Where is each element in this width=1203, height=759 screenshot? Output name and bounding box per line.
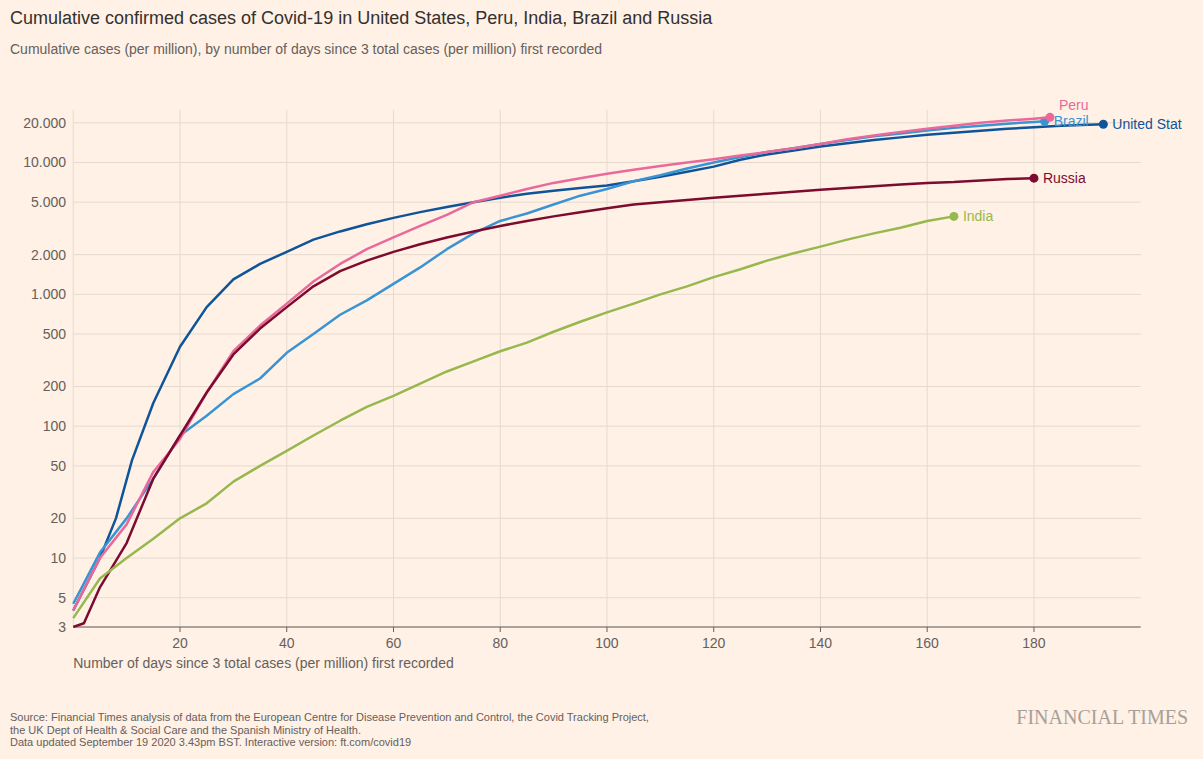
series-label: India <box>963 208 994 224</box>
end-dot <box>1099 120 1108 129</box>
x-grid-line <box>1033 110 1034 627</box>
y-tick-label: 3 <box>58 619 66 635</box>
source-note: Source: Financial Times analysis of data… <box>10 711 649 723</box>
x-grid-line <box>393 110 394 627</box>
x-grid-line <box>179 110 180 627</box>
x-tick <box>286 627 287 632</box>
series-line <box>73 216 954 618</box>
series-line <box>73 124 1103 610</box>
x-tick <box>927 627 928 632</box>
y-tick-label: 1.000 <box>31 286 66 302</box>
x-axis-label: Number of days since 3 total cases (per … <box>73 655 453 671</box>
series-label: United Stat <box>1112 116 1181 132</box>
x-tick <box>500 627 501 632</box>
x-tick-label: 180 <box>1022 635 1046 651</box>
y-tick-label: 100 <box>43 418 67 434</box>
x-tick <box>1033 627 1034 632</box>
source-note: the UK Dept of Health & Social Care and … <box>10 724 361 736</box>
x-tick-label: 80 <box>492 635 508 651</box>
x-grid-line <box>286 110 287 627</box>
y-axis-line <box>73 110 74 627</box>
end-dot <box>1029 174 1038 183</box>
y-tick-label: 5 <box>58 590 66 606</box>
chart: Cumulative confirmed cases of Covid-19 i… <box>0 0 1203 759</box>
y-tick-label: 10.000 <box>23 154 66 170</box>
x-tick-label: 160 <box>916 635 940 651</box>
x-tick-label: 40 <box>279 635 295 651</box>
end-dot <box>949 212 958 221</box>
y-tick-label: 20.000 <box>23 115 66 131</box>
plot-area <box>73 113 1108 627</box>
y-tick-label: 5.000 <box>31 194 66 210</box>
y-tick-label: 200 <box>43 378 67 394</box>
source-note: Data updated September 19 2020 3.43pm BS… <box>10 736 411 748</box>
y-tick-label: 500 <box>43 326 67 342</box>
series-label: Peru <box>1059 97 1089 113</box>
x-tick <box>713 627 714 632</box>
series-line <box>73 121 1044 603</box>
x-tick-label: 20 <box>172 635 188 651</box>
x-tick-label: 120 <box>702 635 726 651</box>
x-grid-line <box>820 110 821 627</box>
y-tick-label: 50 <box>50 458 66 474</box>
subtitle: Cumulative cases (per million), by numbe… <box>10 41 602 57</box>
x-grid-line <box>927 110 928 627</box>
x-grid-line <box>713 110 714 627</box>
grid <box>73 110 1140 627</box>
x-grid-line <box>500 110 501 627</box>
series-line <box>73 117 1050 610</box>
series-line <box>73 178 1034 627</box>
x-tick-label: 60 <box>386 635 402 651</box>
y-tick-label: 20 <box>50 510 66 526</box>
x-tick <box>179 627 180 632</box>
x-tick <box>393 627 394 632</box>
x-tick <box>820 627 821 632</box>
brand: FINANCIAL TIMES <box>1016 706 1188 728</box>
x-axis-line <box>73 627 1140 628</box>
y-tick-label: 10 <box>50 550 66 566</box>
series-label: Brazil <box>1054 113 1089 129</box>
y-tick-label: 2.000 <box>31 247 66 263</box>
x-tick-label: 100 <box>595 635 619 651</box>
x-tick-label: 140 <box>809 635 833 651</box>
y-grid-line <box>73 627 1140 628</box>
x-tick <box>606 627 607 632</box>
series-label: Russia <box>1043 170 1086 186</box>
title: Cumulative confirmed cases of Covid-19 i… <box>10 8 713 28</box>
